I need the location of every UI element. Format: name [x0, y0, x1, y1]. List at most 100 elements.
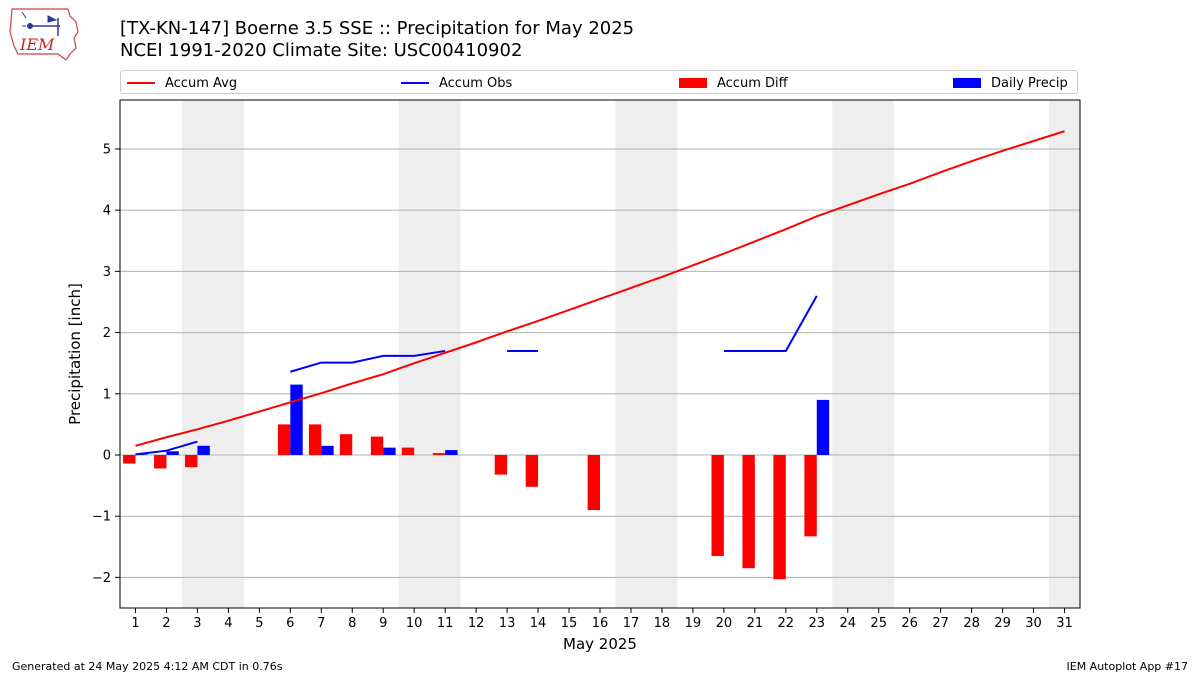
- y-tick-label-4: 4: [103, 204, 111, 219]
- y-axis-label: Precipitation [inch]: [66, 283, 84, 425]
- x-tick-label-26: 26: [901, 616, 918, 631]
- x-tick-label-4: 4: [224, 616, 232, 631]
- weekend-shade-11: [429, 100, 461, 608]
- x-tick-label-5: 5: [255, 616, 263, 631]
- weekend-shade-24: [832, 100, 864, 608]
- bar-accum-diff-23: [804, 454, 817, 537]
- legend: Accum Avg Accum Obs Accum Diff Daily Pre…: [120, 70, 1078, 94]
- x-tick-label-17: 17: [623, 616, 640, 631]
- bar-accum-diff-13: [494, 454, 508, 475]
- legend-swatch-accum-avg: [127, 82, 155, 84]
- weekend-shade-3: [181, 100, 213, 608]
- bar-daily-precip-3: [197, 445, 210, 455]
- bar-accum-diff-22: [773, 454, 786, 580]
- legend-swatch-accum-obs: [401, 82, 429, 84]
- chart-title: [TX-KN-147] Boerne 3.5 SSE :: Precipitat…: [120, 18, 635, 39]
- bar-accum-diff-1: [123, 454, 136, 464]
- x-tick-label-23: 23: [809, 616, 826, 631]
- x-tick-label-20: 20: [716, 616, 733, 631]
- bar-accum-diff-10: [401, 447, 415, 455]
- bar-accum-diff-11: [432, 453, 446, 455]
- legend-label-accum-avg: Accum Avg: [165, 75, 238, 91]
- line-accum-obs-segment-0: [135, 440, 198, 456]
- weather-station-icon: [21, 11, 60, 36]
- x-tick-label-24: 24: [839, 616, 856, 631]
- bar-accum-diff-3: [185, 454, 198, 468]
- bar-accum-diff-2: [154, 454, 167, 469]
- footer-generated: Generated at 24 May 2025 4:12 AM CDT in …: [12, 660, 283, 673]
- bar-accum-diff-21: [742, 454, 755, 569]
- legend-swatch-daily-precip: [953, 78, 981, 88]
- weekend-shade-17: [615, 100, 647, 608]
- x-tick-label-25: 25: [870, 616, 887, 631]
- x-tick-label-22: 22: [778, 616, 795, 631]
- x-tick-label-16: 16: [592, 616, 609, 631]
- line-accum-avg-segment-0: [135, 130, 1065, 447]
- x-ticks: 1 2 3 4 5 6 7 8 9 10 11 12 13 14 15 16 17 18 19 20 21 22 23 24 2…: [131, 608, 1073, 631]
- legend-item-accum-avg: Accum Avg: [127, 74, 237, 92]
- x-axis-label: May 2025: [563, 635, 637, 653]
- plot-frame: [119, 99, 1081, 609]
- x-tick-label-15: 15: [561, 616, 578, 631]
- bar-accum-diff-8: [339, 434, 353, 455]
- bar-daily-precip-7: [321, 445, 334, 455]
- legend-label-daily-precip: Daily Precip: [991, 75, 1068, 91]
- bar-daily-precip-11: [445, 450, 458, 455]
- y-ticks: −2 −1 0 1 2 3 4 5: [92, 142, 120, 586]
- legend-item-daily-precip: Daily Precip: [953, 74, 1068, 92]
- bar-accum-diff-6: [277, 424, 291, 455]
- x-tick-label-12: 12: [468, 616, 485, 631]
- bar-accum-diff-7: [308, 424, 322, 455]
- logo-text: IEM: [19, 35, 55, 54]
- y-tick-label--1: −1: [92, 510, 111, 525]
- x-tick-label-3: 3: [193, 616, 201, 631]
- x-tick-label-13: 13: [499, 616, 516, 631]
- line-accum-obs-segment-1: [290, 349, 446, 373]
- weekend-shade-31: [1049, 100, 1080, 608]
- x-tick-label-6: 6: [286, 616, 294, 631]
- y-tick-label-1: 1: [103, 387, 111, 402]
- iem-logo: IEM: [9, 8, 79, 60]
- legend-item-accum-obs: Accum Obs: [401, 74, 512, 92]
- bar-daily-precip-23: [816, 399, 830, 455]
- x-tick-label-7: 7: [317, 616, 325, 631]
- lines: [135, 130, 1065, 456]
- x-tick-label-28: 28: [963, 616, 980, 631]
- x-tick-label-27: 27: [932, 616, 949, 631]
- weekend-shade-25: [863, 100, 895, 608]
- x-tick-label-11: 11: [437, 616, 454, 631]
- weekend-shade-18: [646, 100, 678, 608]
- footer-app: IEM Autoplot App #17: [1066, 660, 1189, 673]
- bar-daily-precip-9: [383, 447, 396, 455]
- bar-accum-diff-14: [525, 454, 539, 487]
- x-tick-label-14: 14: [530, 616, 547, 631]
- x-tick-label-29: 29: [994, 616, 1011, 631]
- y-tick-label-2: 2: [103, 326, 111, 341]
- x-tick-label-10: 10: [406, 616, 423, 631]
- legend-label-accum-obs: Accum Obs: [439, 75, 513, 91]
- weekend-shade-4: [212, 100, 244, 608]
- line-accum-obs-segment-3: [723, 295, 818, 352]
- x-tick-label-9: 9: [379, 616, 387, 631]
- y-tick-label-3: 3: [103, 265, 111, 280]
- x-tick-label-31: 31: [1056, 616, 1073, 631]
- bar-daily-precip-6: [290, 384, 303, 455]
- weekend-shading: [181, 100, 1080, 608]
- gridlines: [120, 148, 1080, 578]
- y-tick-label--2: −2: [92, 571, 111, 586]
- y-tick-label-5: 5: [103, 142, 111, 157]
- x-tick-label-18: 18: [654, 616, 671, 631]
- bar-accum-diff-9: [370, 436, 384, 455]
- x-tick-label-8: 8: [348, 616, 356, 631]
- x-tick-label-1: 1: [131, 616, 139, 631]
- x-tick-label-2: 2: [162, 616, 170, 631]
- legend-label-accum-diff: Accum Diff: [717, 75, 788, 91]
- bars: [123, 384, 830, 580]
- x-tick-label-19: 19: [685, 616, 702, 631]
- legend-swatch-accum-diff: [679, 78, 707, 88]
- bar-daily-precip-2: [166, 451, 179, 455]
- bar-accum-diff-16: [587, 454, 600, 511]
- chart-subtitle: NCEI 1991-2020 Climate Site: USC00410902: [120, 40, 523, 61]
- bar-accum-diff-20: [711, 454, 724, 556]
